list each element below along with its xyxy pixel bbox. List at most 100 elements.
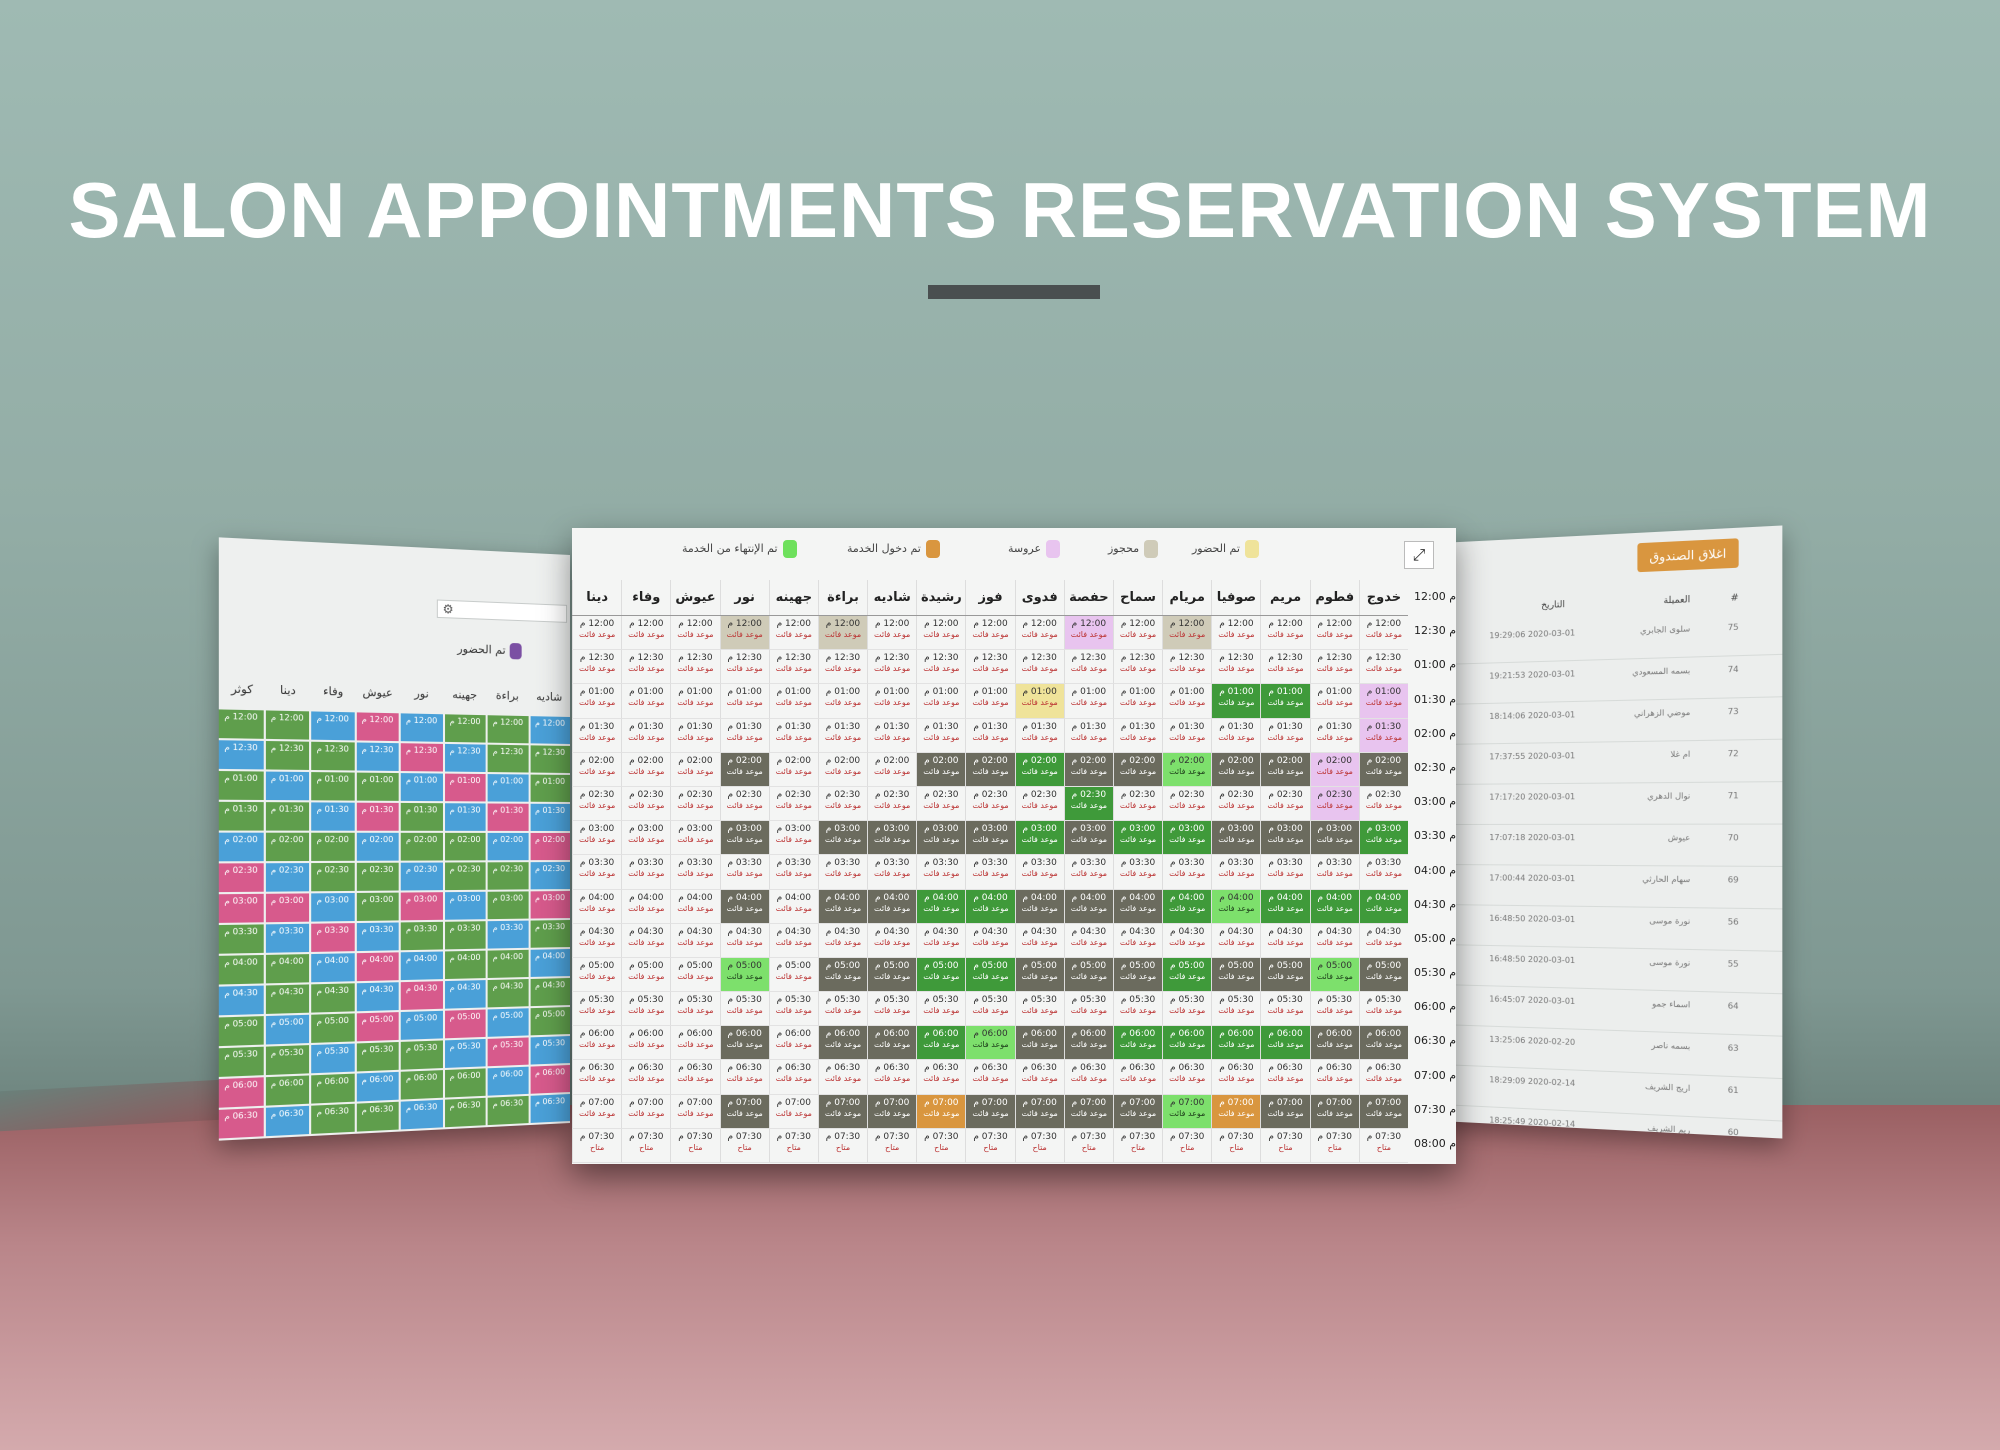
appointment-slot[interactable]: 01:00 م موعد فائت	[818, 684, 867, 718]
appointment-slot[interactable]: 04:00 م موعد فائت	[769, 890, 818, 924]
appointment-slot[interactable]: 01:30 م موعد فائت	[1310, 719, 1359, 753]
appointment-slot[interactable]: 07:30 م متاح	[1015, 1129, 1064, 1163]
appointment-slot[interactable]: 05:00 م موعد فائت	[1211, 958, 1260, 992]
appointment-slot[interactable]: 01:00 م موعد فائت	[1260, 684, 1309, 718]
left-appointment-slot[interactable]: 02:00 م	[488, 833, 528, 860]
appointment-slot[interactable]: 04:30 م موعد فائت	[1113, 924, 1162, 958]
appointment-slot[interactable]: 06:30 م موعد فائت	[1310, 1060, 1359, 1094]
left-appointment-slot[interactable]: 02:30 م	[265, 863, 309, 892]
appointment-slot[interactable]: 03:00 م موعد فائت	[1310, 821, 1359, 855]
left-appointment-slot[interactable]: 05:30 م	[530, 1036, 570, 1065]
appointment-slot[interactable]: 04:30 م موعد فائت	[1064, 924, 1113, 958]
left-appointment-slot[interactable]: 02:00 م	[265, 833, 309, 861]
appointment-slot[interactable]: 12:30 م موعد فائت	[916, 650, 965, 684]
left-appointment-slot[interactable]: 04:00 م	[530, 949, 570, 977]
appointment-slot[interactable]: 04:30 م موعد فائت	[1162, 924, 1211, 958]
appointment-slot[interactable]: 01:00 م موعد فائت	[1359, 684, 1408, 718]
left-appointment-slot[interactable]: 04:00 م	[356, 952, 398, 981]
appointment-slot[interactable]: 02:00 م موعد فائت	[1211, 753, 1260, 787]
appointment-slot[interactable]: 02:30 م موعد فائت	[769, 787, 818, 821]
appointment-slot[interactable]: 01:30 م موعد فائت	[1260, 719, 1309, 753]
left-appointment-slot[interactable]: 05:30 م	[219, 1047, 263, 1077]
appointment-slot[interactable]: 06:30 م موعد فائت	[916, 1060, 965, 1094]
left-appointment-slot[interactable]: 05:00 م	[219, 1016, 263, 1046]
left-appointment-slot[interactable]: 05:00 م	[401, 1011, 443, 1040]
appointment-slot[interactable]: 02:00 م موعد فائت	[916, 753, 965, 787]
cashbox-row[interactable]: 69 سهام الحارثي 17:00:44 2020-03-01	[1440, 865, 1782, 909]
appointment-slot[interactable]: 01:00 م موعد فائت	[769, 684, 818, 718]
appointment-slot[interactable]: 12:30 م موعد فائت	[621, 650, 670, 684]
left-appointment-slot[interactable]: 12:00 م	[219, 709, 263, 738]
appointment-slot[interactable]: 07:00 م موعد فائت	[670, 1095, 719, 1129]
left-appointment-slot[interactable]: 05:30 م	[401, 1040, 443, 1069]
appointment-slot[interactable]: 04:30 م موعد فائت	[1015, 924, 1064, 958]
appointment-slot[interactable]: 05:30 م موعد فائت	[818, 992, 867, 1026]
appointment-slot[interactable]: 04:30 م موعد فائت	[720, 924, 769, 958]
appointment-slot[interactable]: 06:30 م موعد فائت	[965, 1060, 1014, 1094]
appointment-slot[interactable]: 06:30 م موعد فائت	[1064, 1060, 1113, 1094]
appointment-slot[interactable]: 05:00 م موعد فائت	[720, 958, 769, 992]
appointment-slot[interactable]: 05:30 م موعد فائت	[916, 992, 965, 1026]
appointment-slot[interactable]: 04:00 م موعد فائت	[720, 890, 769, 924]
appointment-slot[interactable]: 01:00 م موعد فائت	[867, 684, 916, 718]
left-appointment-slot[interactable]: 04:30 م	[401, 981, 443, 1010]
left-appointment-slot[interactable]: 04:30 م	[311, 983, 354, 1012]
left-appointment-slot[interactable]: 12:30 م	[356, 742, 398, 771]
appointment-slot[interactable]: 06:00 م موعد فائت	[965, 1026, 1014, 1060]
appointment-slot[interactable]: 05:00 م موعد فائت	[1015, 958, 1064, 992]
appointment-slot[interactable]: 07:30 م متاح	[1064, 1129, 1113, 1163]
appointment-slot[interactable]: 12:00 م موعد فائت	[1211, 616, 1260, 650]
appointment-slot[interactable]: 03:30 م موعد فائت	[818, 855, 867, 889]
appointment-slot[interactable]: 05:30 م موعد فائت	[1113, 992, 1162, 1026]
appointment-slot[interactable]: 06:00 م موعد فائت	[1162, 1026, 1211, 1060]
left-appointment-slot[interactable]: 01:00 م	[488, 774, 528, 802]
appointment-slot[interactable]: 02:30 م موعد فائت	[818, 787, 867, 821]
appointment-slot[interactable]: 06:30 م موعد فائت	[1359, 1060, 1408, 1094]
appointment-slot[interactable]: 01:30 م موعد فائت	[572, 719, 621, 753]
appointment-slot[interactable]: 12:00 م موعد فائت	[818, 616, 867, 650]
left-appointment-slot[interactable]: 04:00 م	[265, 954, 309, 983]
appointment-slot[interactable]: 04:00 م موعد فائت	[1359, 890, 1408, 924]
appointment-slot[interactable]: 06:30 م موعد فائت	[1260, 1060, 1309, 1094]
appointment-slot[interactable]: 07:30 م متاح	[1359, 1129, 1408, 1163]
appointment-slot[interactable]: 06:00 م موعد فائت	[1113, 1026, 1162, 1060]
left-appointment-slot[interactable]: 01:30 م	[356, 803, 398, 831]
appointment-slot[interactable]: 03:00 م موعد فائت	[572, 821, 621, 855]
left-appointment-slot[interactable]: 12:00 م	[311, 711, 354, 740]
appointment-slot[interactable]: 03:30 م موعد فائت	[867, 855, 916, 889]
appointment-slot[interactable]: 01:30 م موعد فائت	[818, 719, 867, 753]
appointment-slot[interactable]: 07:30 م متاح	[720, 1129, 769, 1163]
appointment-slot[interactable]: 05:00 م موعد فائت	[1064, 958, 1113, 992]
appointment-slot[interactable]: 12:00 م موعد فائت	[1310, 616, 1359, 650]
appointment-slot[interactable]: 02:30 م موعد فائت	[867, 787, 916, 821]
appointment-slot[interactable]: 05:00 م موعد فائت	[769, 958, 818, 992]
left-appointment-slot[interactable]: 01:30 م	[530, 804, 570, 831]
left-appointment-slot[interactable]: 06:30 م	[530, 1094, 570, 1123]
appointment-slot[interactable]: 06:00 م موعد فائت	[867, 1026, 916, 1060]
appointment-slot[interactable]: 04:30 م موعد فائت	[621, 924, 670, 958]
appointment-slot[interactable]: 12:00 م موعد فائت	[965, 616, 1014, 650]
left-appointment-slot[interactable]: 12:00 م	[265, 710, 309, 739]
appointment-slot[interactable]: 05:30 م موعد فائت	[965, 992, 1014, 1026]
appointment-slot[interactable]: 01:30 م موعد فائت	[1015, 719, 1064, 753]
left-appointment-slot[interactable]: 12:00 م	[445, 714, 486, 742]
left-appointment-slot[interactable]: 12:00 م	[530, 716, 570, 744]
appointment-slot[interactable]: 01:00 م موعد فائت	[965, 684, 1014, 718]
left-appointment-slot[interactable]: 04:30 م	[219, 986, 263, 1016]
appointment-slot[interactable]: 04:00 م موعد فائت	[1310, 890, 1359, 924]
appointment-slot[interactable]: 12:30 م موعد فائت	[1015, 650, 1064, 684]
appointment-slot[interactable]: 01:30 م موعد فائت	[769, 719, 818, 753]
left-appointment-slot[interactable]: 02:00 م	[530, 833, 570, 860]
appointment-slot[interactable]: 02:30 م موعد فائت	[1113, 787, 1162, 821]
appointment-slot[interactable]: 05:30 م موعد فائت	[621, 992, 670, 1026]
left-appointment-slot[interactable]: 05:30 م	[311, 1044, 354, 1074]
appointment-slot[interactable]: 04:00 م موعد فائت	[572, 890, 621, 924]
appointment-slot[interactable]: 03:30 م موعد فائت	[1162, 855, 1211, 889]
appointment-slot[interactable]: 04:30 م موعد فائت	[867, 924, 916, 958]
appointment-slot[interactable]: 05:00 م موعد فائت	[1310, 958, 1359, 992]
appointment-slot[interactable]: 06:30 م موعد فائت	[1015, 1060, 1064, 1094]
appointment-slot[interactable]: 03:30 م موعد فائت	[769, 855, 818, 889]
left-appointment-slot[interactable]: 01:30 م	[311, 802, 354, 830]
left-appointment-slot[interactable]: 01:00 م	[401, 773, 443, 801]
appointment-slot[interactable]: 12:00 م موعد فائت	[769, 616, 818, 650]
